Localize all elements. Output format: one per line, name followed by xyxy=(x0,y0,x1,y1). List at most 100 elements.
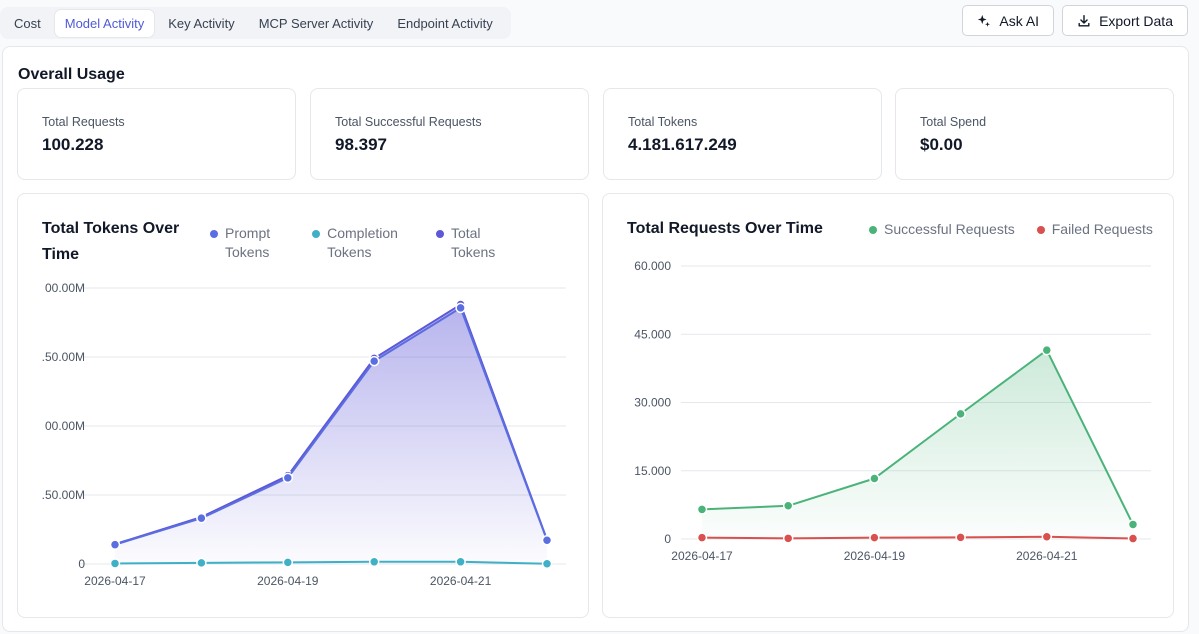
data-point xyxy=(696,504,708,515)
data-point xyxy=(541,558,553,569)
y-tick-label: 30.000 xyxy=(634,396,671,410)
data-point xyxy=(869,532,880,543)
legend-item-total-tokens[interactable]: Total Tokens xyxy=(435,224,495,262)
y-tick-label: 60.000 xyxy=(634,259,671,273)
stat-value: 100.228 xyxy=(42,135,104,154)
y-tick-label: .50.00M xyxy=(42,350,85,364)
requests-chart-legend: Successful Requests Failed Requests xyxy=(869,220,1153,239)
data-point xyxy=(1127,519,1139,530)
x-tick-label: 2026-04-17 xyxy=(671,549,733,563)
data-point xyxy=(1127,533,1139,544)
data-point xyxy=(282,472,294,484)
y-tick-label: 0 xyxy=(78,557,85,571)
legend-item-failed-requests[interactable]: Failed Requests xyxy=(1036,220,1153,239)
legend-label-line1: Prompt xyxy=(225,225,271,241)
legend-label: Failed Requests xyxy=(1051,221,1153,237)
legend-dot xyxy=(869,226,877,234)
sparkle-icon xyxy=(978,14,991,27)
overall-usage-panel: Overall Usage Total Requests 100.228 Tot… xyxy=(2,46,1189,632)
tokens-chart-card: 0 .50.00M 00.00M .50.00M 00.00M 2026-04-17 202… xyxy=(17,193,589,618)
tab-cost[interactable]: Cost xyxy=(14,15,41,31)
legend-label: Total Tokens xyxy=(451,224,495,262)
x-tick-label: 2026-04-19 xyxy=(844,549,906,563)
series-line xyxy=(701,349,1134,525)
legend-label: Completion Tokens xyxy=(327,224,398,262)
data-point xyxy=(455,556,466,568)
y-tick-label: 15.000 xyxy=(634,464,671,478)
series-area xyxy=(115,304,547,564)
legend-label-line1: Completion xyxy=(327,225,398,241)
legend-label: Prompt Tokens xyxy=(225,224,270,262)
requests-chart-title: Total Requests Over Time xyxy=(627,220,823,237)
stat-card-total-successful-requests: Total Successful Requests 98.397 xyxy=(310,88,589,180)
x-tick-label: 2026-04-21 xyxy=(1016,549,1078,563)
data-point xyxy=(368,355,380,367)
legend-label-line2: Tokens xyxy=(327,244,372,260)
requests-chart: 0 15.000 30.000 45.000 60.000 2026-04-17 2026-… xyxy=(634,259,1151,563)
y-tick-label: 45.000 xyxy=(634,327,671,341)
data-point xyxy=(196,557,207,569)
legend-dot xyxy=(210,230,218,238)
tokens-chart-legend: Prompt Tokens Completion Tokens Total Token… xyxy=(210,224,495,262)
data-point xyxy=(541,535,553,546)
download-icon xyxy=(1078,14,1090,27)
export-data-label: Export Data xyxy=(1099,12,1173,29)
data-point xyxy=(282,557,294,568)
legend-dot xyxy=(435,230,444,238)
legend-label: Successful Requests xyxy=(884,221,1015,237)
data-point xyxy=(455,302,466,314)
data-point xyxy=(955,532,966,543)
header-actions: Ask AI Export Data xyxy=(962,5,1188,36)
stat-value: 98.397 xyxy=(335,135,387,154)
series-line xyxy=(701,535,1134,540)
tab-mcp-server-activity[interactable]: MCP Server Activity xyxy=(258,15,374,31)
x-tick-label: 2026-04-21 xyxy=(430,574,492,588)
series-line xyxy=(114,306,548,546)
x-tick-label: 2026-04-17 xyxy=(84,574,146,588)
view-tabs: Cost Model Activity Key Activity MCP Ser… xyxy=(0,7,511,39)
data-point xyxy=(109,558,121,569)
tokens-chart-title: Total Tokens Over Time xyxy=(42,216,179,268)
data-point xyxy=(696,532,708,543)
data-point xyxy=(109,539,121,550)
tab-endpoint-activity[interactable]: Endpoint Activity xyxy=(397,15,493,31)
stat-label: Total Successful Requests xyxy=(335,115,482,129)
y-tick-label: 00.00M xyxy=(45,281,85,295)
stat-card-total-requests: Total Requests 100.228 xyxy=(17,88,296,180)
legend-item-successful-requests[interactable]: Successful Requests xyxy=(869,220,1015,239)
series-line xyxy=(114,560,548,565)
x-tick-label: 2026-04-19 xyxy=(257,574,319,588)
legend-label-line1: Total xyxy=(450,225,481,241)
legend-item-prompt-tokens[interactable]: Prompt Tokens xyxy=(210,224,270,262)
y-tick-label: 0 xyxy=(664,532,671,546)
data-point xyxy=(1041,531,1053,542)
tokens-chart: 0 .50.00M 00.00M .50.00M 00.00M 2026-04-17 202… xyxy=(42,281,566,588)
tokens-chart-title-line2: Time xyxy=(42,246,80,263)
data-point xyxy=(782,500,794,512)
export-data-button[interactable]: Export Data xyxy=(1062,5,1188,36)
data-point xyxy=(955,408,966,420)
legend-dot xyxy=(1036,226,1045,234)
data-point xyxy=(368,556,380,568)
section-title: Overall Usage xyxy=(18,66,125,83)
data-point xyxy=(1041,344,1053,356)
legend-label-line2: Tokens xyxy=(225,244,270,260)
tab-key-activity[interactable]: Key Activity xyxy=(168,15,235,31)
series-area xyxy=(702,350,1133,539)
stat-label: Total Requests xyxy=(42,115,125,129)
y-tick-label: 00.00M xyxy=(45,419,85,433)
requests-chart-card: 0 15.000 30.000 45.000 60.000 2026-04-17 2026-… xyxy=(602,193,1174,618)
ask-ai-button[interactable]: Ask AI xyxy=(962,5,1055,36)
tab-model-activity[interactable]: Model Activity xyxy=(54,9,155,37)
stat-label: Total Spend xyxy=(920,115,987,129)
stat-label: Total Tokens xyxy=(628,115,698,129)
legend-dot xyxy=(312,230,321,238)
legend-item-completion-tokens[interactable]: Completion Tokens xyxy=(312,224,398,262)
stat-value: $0.00 xyxy=(920,135,963,154)
stat-card-total-spend: Total Spend $0.00 xyxy=(895,88,1174,180)
stat-value: 4.181.617.249 xyxy=(628,135,737,154)
y-tick-label: .50.00M xyxy=(42,488,85,502)
data-point xyxy=(196,512,207,524)
data-point xyxy=(869,473,880,484)
tokens-chart-title-line1: Total Tokens Over xyxy=(42,220,180,237)
